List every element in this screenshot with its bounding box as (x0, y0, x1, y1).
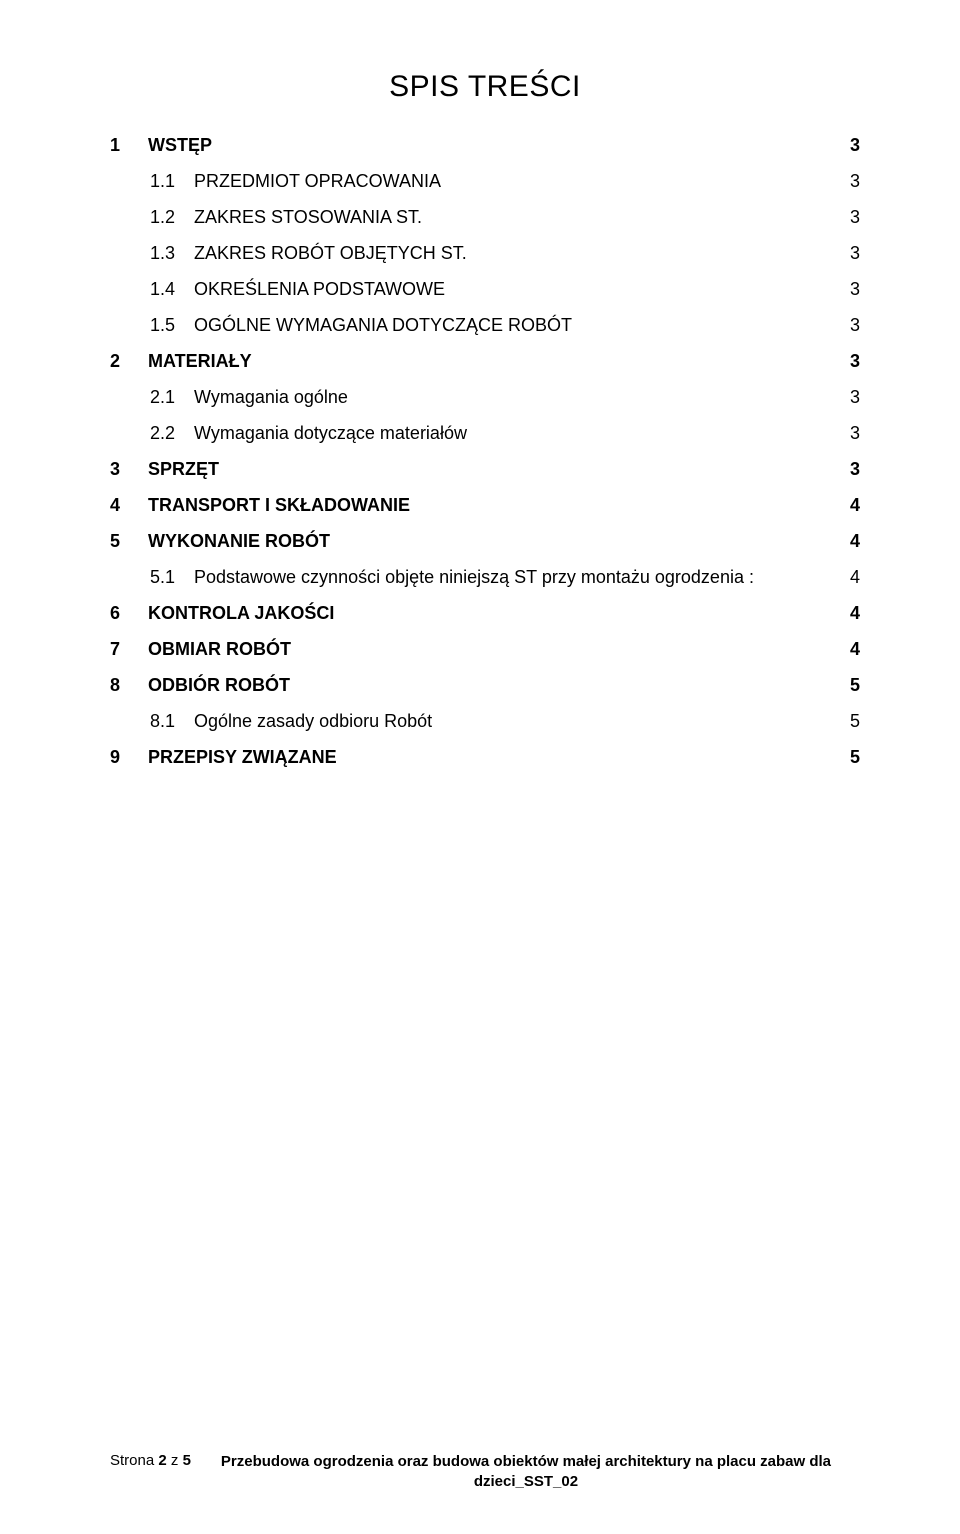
toc-label: OGÓLNE WYMAGANIA DOTYCZĄCE ROBÓT (194, 312, 572, 339)
toc-number: 1.3 (150, 240, 194, 267)
footer-page-current: 2 (158, 1452, 166, 1469)
toc-entry: 7OBMIAR ROBÓT 4 (110, 636, 860, 663)
toc-page-number: 5 (850, 708, 860, 735)
toc-number: 8.1 (150, 708, 194, 735)
toc-label: SPRZĘT (148, 456, 219, 483)
toc-number: 9 (110, 744, 148, 771)
toc-page-number: 3 (850, 456, 860, 483)
toc-entry: 8ODBIÓR ROBÓT 5 (110, 672, 860, 699)
footer-page-total: 5 (183, 1452, 191, 1469)
toc-label: TRANSPORT I SKŁADOWANIE (148, 492, 410, 519)
toc-number: 1.5 (150, 312, 194, 339)
toc-entry: 2.2Wymagania dotyczące materiałów 3 (150, 420, 860, 447)
toc-number: 1 (110, 132, 148, 159)
toc-entry: 1.2ZAKRES STOSOWANIA ST. 3 (150, 204, 860, 231)
toc-label: PRZEDMIOT OPRACOWANIA (194, 168, 441, 195)
toc-entry: 6KONTROLA JAKOŚCI 4 (110, 600, 860, 627)
toc-number: 4 (110, 492, 148, 519)
toc-label: WYKONANIE ROBÓT (148, 528, 330, 555)
footer-doc-title: Przebudowa ogrodzenia oraz budowa obiekt… (221, 1452, 831, 1493)
toc-entry: 8.1Ogólne zasady odbioru Robót 5 (150, 708, 860, 735)
toc-label: ZAKRES STOSOWANIA ST. (194, 204, 422, 231)
toc-page-number: 4 (850, 528, 860, 555)
toc-page-number: 3 (850, 240, 860, 267)
toc-label: Ogólne zasady odbioru Robót (194, 708, 432, 735)
toc-page-number: 3 (850, 312, 860, 339)
footer-line1: Przebudowa ogrodzenia oraz budowa obiekt… (221, 1452, 831, 1472)
toc-number: 5.1 (150, 564, 194, 591)
toc-label: PRZEPISY ZWIĄZANE (148, 744, 337, 771)
toc-entry: 5WYKONANIE ROBÓT 4 (110, 528, 860, 555)
toc-number: 3 (110, 456, 148, 483)
toc-page-number: 3 (850, 204, 860, 231)
toc-number: 2 (110, 348, 148, 375)
toc-page-number: 3 (850, 168, 860, 195)
toc-entry: 1.1PRZEDMIOT OPRACOWANIA 3 (150, 168, 860, 195)
toc-label: OBMIAR ROBÓT (148, 636, 291, 663)
toc-entry: 5.1Podstawowe czynności objęte niniejszą… (150, 564, 860, 591)
toc-number: 8 (110, 672, 148, 699)
toc-entry: 1.5OGÓLNE WYMAGANIA DOTYCZĄCE ROBÓT 3 (150, 312, 860, 339)
toc-label: OKREŚLENIA PODSTAWOWE (194, 276, 445, 303)
toc-label: Wymagania dotyczące materiałów (194, 420, 467, 447)
toc-page-number: 3 (850, 132, 860, 159)
toc-label: Podstawowe czynności objęte niniejszą ST… (194, 564, 754, 591)
toc-number: 7 (110, 636, 148, 663)
toc-entry: 1WSTĘP 3 (110, 132, 860, 159)
toc-entry: 1.3ZAKRES ROBÓT OBJĘTYCH ST. 3 (150, 240, 860, 267)
toc-entry: 2MATERIAŁY 3 (110, 348, 860, 375)
toc-page-number: 3 (850, 384, 860, 411)
toc-label: KONTROLA JAKOŚCI (148, 600, 334, 627)
table-of-contents: 1WSTĘP 31.1PRZEDMIOT OPRACOWANIA 31.2ZAK… (110, 132, 860, 771)
footer-line2: dzieci_SST_02 (221, 1472, 831, 1492)
toc-page-number: 5 (850, 672, 860, 699)
toc-page-number: 5 (850, 744, 860, 771)
toc-number: 6 (110, 600, 148, 627)
toc-label: ODBIÓR ROBÓT (148, 672, 290, 699)
toc-label: WSTĘP (148, 132, 212, 159)
toc-page-number: 3 (850, 348, 860, 375)
toc-page-number: 3 (850, 420, 860, 447)
toc-label: MATERIAŁY (148, 348, 252, 375)
footer-page-info: Strona 2 z 5 (110, 1452, 191, 1469)
toc-page-number: 4 (850, 492, 860, 519)
toc-number: 2.1 (150, 384, 194, 411)
toc-number: 5 (110, 528, 148, 555)
toc-entry: 3SPRZĘT 3 (110, 456, 860, 483)
toc-entry: 2.1Wymagania ogólne 3 (150, 384, 860, 411)
toc-page-number: 4 (850, 600, 860, 627)
toc-page-number: 4 (850, 636, 860, 663)
toc-number: 1.2 (150, 204, 194, 231)
toc-label: Wymagania ogólne (194, 384, 348, 411)
toc-page-number: 4 (850, 564, 860, 591)
toc-number: 1.4 (150, 276, 194, 303)
footer-page-prefix: Strona (110, 1452, 158, 1469)
page-title: SPIS TREŚCI (110, 70, 860, 104)
toc-label: ZAKRES ROBÓT OBJĘTYCH ST. (194, 240, 467, 267)
toc-page-number: 3 (850, 276, 860, 303)
toc-entry: 1.4OKREŚLENIA PODSTAWOWE 3 (150, 276, 860, 303)
toc-entry: 9PRZEPISY ZWIĄZANE 5 (110, 744, 860, 771)
toc-number: 1.1 (150, 168, 194, 195)
toc-number: 2.2 (150, 420, 194, 447)
footer-page-sep: z (167, 1452, 183, 1469)
page-footer: Strona 2 z 5 Przebudowa ogrodzenia oraz … (110, 1452, 860, 1493)
toc-entry: 4TRANSPORT I SKŁADOWANIE 4 (110, 492, 860, 519)
